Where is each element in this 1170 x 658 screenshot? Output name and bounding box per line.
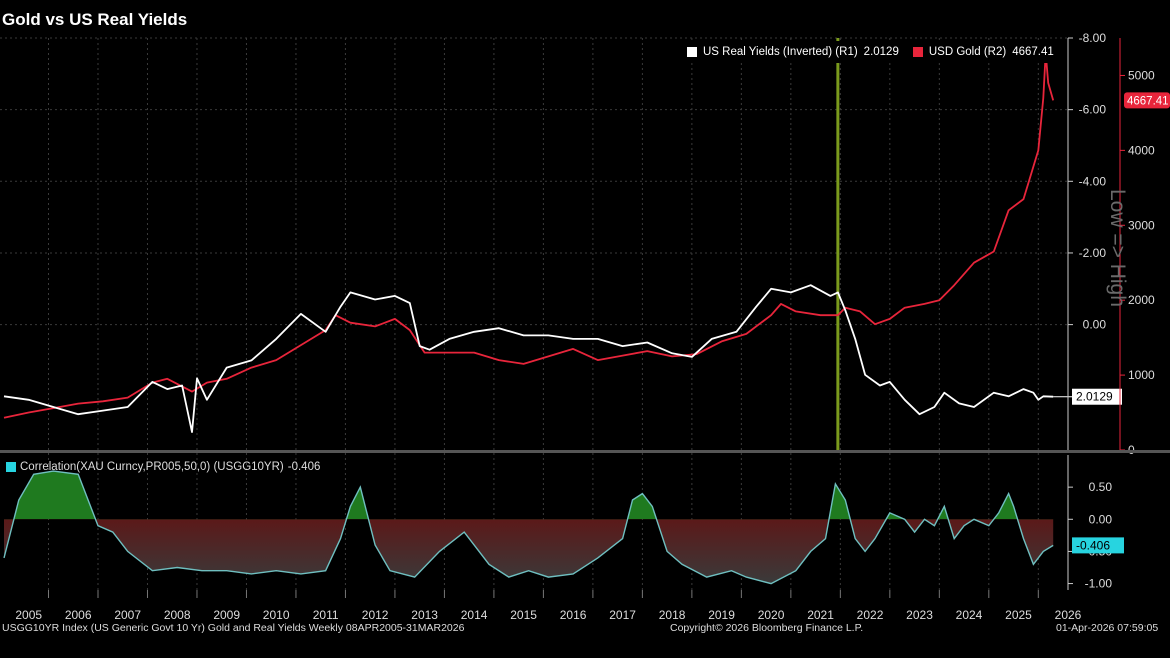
r1-tick-label: -6.00 [1079, 103, 1107, 117]
x-tick-label: 2026 [1055, 608, 1082, 622]
footer-timestamp: 01-Apr-2026 07:59:05 [1056, 622, 1159, 634]
r1-tick-label: -2.00 [1079, 246, 1107, 260]
x-tick-label: 2025 [1005, 608, 1032, 622]
yields-last-value: 2.0129 [1076, 390, 1113, 404]
x-tick-label: 2020 [758, 608, 785, 622]
x-tick-label: 2011 [313, 608, 339, 622]
gold-last-badge [1124, 92, 1170, 109]
r2-tick-label: 1000 [1128, 368, 1155, 382]
footer-copyright: Copyright© 2026 Bloomberg Finance L.P. [670, 622, 864, 634]
x-tick-label: 2023 [906, 608, 933, 622]
r2-tick-label: 4000 [1128, 143, 1155, 157]
x-tick-label: 2010 [263, 608, 290, 622]
footer-source: USGG10YR Index (US Generic Govt 10 Yr) G… [2, 622, 465, 634]
axes: 2005 2006 2007 2008 2009 2010 2011 2012 2013 2014… [0, 31, 1170, 622]
main-legend: US Real Yields (Inverted) (R1) 2.0129 US… [683, 41, 1058, 63]
gold-legend-label: USD Gold (R2) [928, 46, 1007, 58]
main-panel: 2.0129 4667.41 [3, 38, 1170, 450]
r1-tick-label: -8.00 [1079, 31, 1107, 45]
x-tick-label: 2019 [708, 608, 735, 622]
grid-lines [0, 37, 1068, 590]
gold-legend-swatch [912, 47, 923, 57]
corr-last-value: -0.406 [1076, 538, 1110, 552]
yields-last-badge [1072, 388, 1122, 405]
correlation-negative-area [4, 519, 1054, 584]
x-tick-label: 2009 [213, 608, 240, 622]
gold-legend-value: 4667.41 [1012, 46, 1054, 58]
r2-tick-label: 3000 [1128, 218, 1155, 232]
gold-last-value: 4667.41 [1127, 95, 1169, 107]
correlation-legend-value: -0.406 [287, 461, 321, 473]
correlation-legend-swatch [6, 462, 16, 472]
corr-last-badge [1072, 537, 1124, 554]
panel-separator [0, 450, 1170, 453]
x-tick-label: 2016 [560, 608, 587, 622]
x-tick-label: 2007 [114, 608, 141, 622]
x-tick-label: 2015 [510, 608, 537, 622]
corr-tick-label: 0.50 [1089, 480, 1113, 494]
r1-tick-label: -4.00 [1079, 174, 1107, 188]
corr-tick-label: -1.00 [1085, 577, 1113, 591]
x-tick-label: 2017 [609, 608, 636, 622]
x-tick-label: 2008 [164, 608, 191, 622]
x-tick-label: 2012 [362, 608, 389, 622]
gold-series-line [3, 52, 1055, 419]
yields-legend-swatch [687, 47, 697, 57]
correlation-legend: Correlation(XAU Curncy,PR005,50,0) (USGG… [6, 461, 320, 473]
x-tick-label: 2021 [807, 608, 834, 622]
yields-series-line [3, 284, 1054, 433]
correlation-line [3, 470, 1054, 585]
x-tick-label: 2006 [65, 608, 92, 622]
correlation-panel: 0.500.00-0.50-1.00-0.406 [3, 470, 1124, 591]
x-tick-label: 2024 [956, 608, 983, 622]
yields-legend-label: US Real Yields (Inverted) (R1) [703, 46, 858, 58]
x-tick-label: 2022 [857, 608, 884, 622]
x-tick-label: 2005 [15, 608, 42, 622]
r1-tick-label: 0.00 [1083, 318, 1107, 332]
corr-tick-label: 0.00 [1089, 512, 1113, 526]
x-tick-label: 2013 [411, 608, 438, 622]
r2-tick-label: 5000 [1128, 68, 1155, 82]
r2-tick-label: 2000 [1128, 293, 1155, 307]
chart-title: Gold vs US Real Yields [2, 10, 188, 29]
right-axis-label: Low => High [1106, 189, 1129, 307]
x-tick-label: 2018 [659, 608, 686, 622]
x-tick-label: 2014 [461, 608, 488, 622]
correlation-legend-label: Correlation(XAU Curncy,PR005,50,0) (USGG… [20, 461, 284, 473]
yields-legend-value: 2.0129 [863, 46, 899, 58]
